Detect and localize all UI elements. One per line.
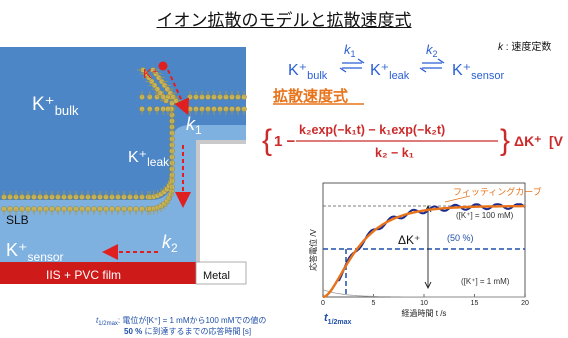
- fitting-curve-label: フィッティングカーブ: [453, 186, 542, 197]
- high-conc-label: ([K⁺] = 100 mM): [456, 211, 514, 220]
- equation-denominator: k₂ − k₁: [375, 146, 414, 160]
- equation-numerator: k₂exp(−k₁t) − k₁exp(−k₂t): [299, 123, 445, 137]
- equation-one-minus: 1 −: [274, 133, 296, 150]
- equation-open-brace: {: [262, 124, 272, 157]
- half-label: (50 %): [447, 233, 474, 243]
- t-half-label: t1/2max: [324, 312, 352, 326]
- metal-label: Metal: [203, 270, 230, 282]
- reaction-k-sensor: K⁺sensor: [452, 62, 504, 82]
- k-ion-dot: [158, 61, 168, 71]
- rate-equation-heading: 拡散速度式: [273, 87, 348, 105]
- k-sensor-label: K⁺sensor: [6, 240, 64, 264]
- reaction-arrows: [339, 58, 445, 73]
- low-curve: [322, 289, 525, 298]
- reaction-k1: k1: [344, 42, 356, 59]
- iis-pvc-film: [0, 262, 196, 284]
- footnote-line1: t1/2max: 電位が[K⁺] = 1 mMから100 mMでの値の: [96, 315, 266, 327]
- k-ion-label: K⁺: [143, 66, 159, 81]
- k-leak-label: K⁺leak: [128, 149, 170, 169]
- iis-pvc-label: IIS + PVC film: [46, 268, 121, 282]
- equation-delta-k: ΔK⁺: [514, 133, 542, 149]
- k-bulk-label: K⁺bulk: [32, 94, 79, 118]
- y-axis-label: 応答電位 /V: [308, 228, 318, 270]
- fitting-curve: [322, 204, 525, 299]
- rate-constant-note: k : 速度定数: [498, 40, 551, 53]
- leak-channel-region: [0, 125, 246, 278]
- reaction-k2: k2: [426, 42, 438, 59]
- footnote-line2: 50 % に到達するまでの応答時間 [s]: [124, 326, 251, 336]
- page-title: イオン拡散のモデルと拡散速度式: [156, 11, 412, 30]
- x-tick-label: 10: [420, 300, 428, 307]
- equation-close-brace: }: [500, 124, 510, 157]
- x-tick-label: 15: [471, 300, 479, 307]
- x-tick-label: 20: [521, 300, 529, 307]
- x-axis-label: 経過時間 t /s: [402, 308, 447, 318]
- graph-frame: [322, 182, 526, 298]
- k2-label: k2: [162, 232, 178, 255]
- x-tick-label: 0: [321, 300, 325, 307]
- equation-tail: [V: [549, 133, 564, 149]
- slb-label: SLB: [6, 213, 29, 227]
- reaction-k-leak: K⁺leak: [370, 62, 410, 82]
- delta-k-label: ΔK⁺: [398, 233, 420, 247]
- low-conc-label: ([K⁺] = 1 mM): [461, 277, 510, 286]
- reaction-k-bulk: K⁺bulk: [288, 62, 328, 82]
- x-tick-label: 5: [372, 300, 376, 307]
- k1-label: k1: [186, 114, 202, 137]
